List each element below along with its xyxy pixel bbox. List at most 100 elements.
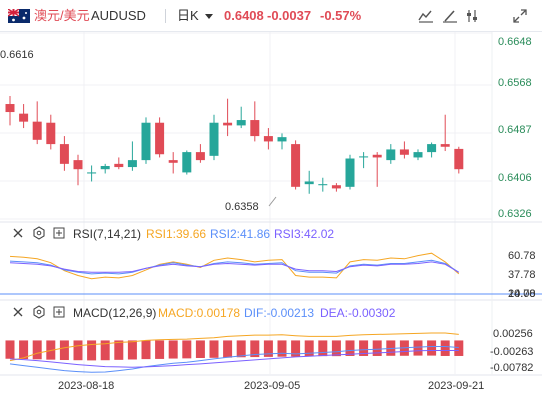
macd-bar	[19, 340, 29, 360]
rsi3-value: RSI3:42.02	[274, 227, 334, 241]
macd-bar	[195, 340, 205, 358]
candle-body	[236, 120, 246, 126]
candle-body	[277, 137, 287, 142]
macd-tick-2: -0.00782	[490, 362, 533, 374]
chart-grid	[0, 32, 542, 376]
macd-tick-1: -0.00263	[490, 346, 533, 358]
macd-bar	[59, 340, 69, 361]
macd-bar	[291, 340, 301, 357]
candle-body	[304, 181, 314, 185]
candle-body	[386, 149, 396, 161]
rsi1-line	[9, 252, 460, 280]
macd-bar	[236, 340, 246, 358]
close-icon[interactable]	[13, 228, 23, 238]
candle-body	[5, 104, 15, 113]
date-tick-1: 2023-09-05	[244, 380, 300, 392]
rsi1-value: RSI1:39.66	[146, 227, 206, 241]
candle-body	[127, 160, 137, 168]
candle-body	[263, 136, 273, 142]
macd-bar	[209, 340, 219, 358]
candle-body	[209, 122, 219, 156]
rsi-title: RSI(7,14,21)	[73, 227, 141, 241]
candle-body	[32, 121, 42, 140]
macd-bar	[127, 340, 137, 360]
date-axis: 2023-08-18 2023-09-05 2023-09-21	[58, 380, 484, 392]
draw-button[interactable]	[441, 8, 459, 24]
candle-body	[59, 144, 69, 164]
rsi3-line	[9, 261, 460, 273]
candle-body	[372, 154, 382, 158]
candle-body	[182, 152, 192, 173]
low-marker-label: 0.6358	[225, 201, 259, 213]
macd-bar	[277, 340, 287, 357]
candle-body	[318, 184, 328, 186]
rsi-tick-2: 14.78	[508, 288, 536, 300]
settings-button[interactable]	[464, 8, 482, 24]
kline-chart[interactable]: 0.6616 0.6358 0.6648 0.6568 0.6487 0.640…	[0, 32, 542, 400]
macd-bar	[223, 340, 233, 358]
chevron-down-icon[interactable]	[205, 14, 213, 19]
macd-series	[5, 332, 464, 373]
rsi-tick-1: 37.78	[508, 269, 536, 281]
dif-line	[9, 346, 459, 373]
gear-icon[interactable]	[33, 226, 45, 240]
candle-body	[100, 165, 110, 170]
low-marker-line	[268, 196, 277, 207]
plus-box-icon[interactable]	[53, 306, 65, 318]
rsi-tick-0: 60.78	[508, 250, 536, 262]
candle-body	[195, 152, 205, 161]
price-tick-3: 0.6406	[498, 172, 532, 184]
macd-bar	[454, 340, 464, 356]
macd-header: MACD(12,26,9) MACD:0.00178 DIF:-0.00213 …	[13, 305, 396, 320]
candle-body	[399, 149, 409, 155]
candle-body	[73, 160, 83, 170]
settings-icon	[467, 10, 477, 22]
fullscreen-button[interactable]	[511, 8, 529, 24]
macd-bar	[87, 340, 97, 361]
macd-bar	[5, 340, 15, 359]
macd-bar	[263, 340, 273, 357]
candle-body	[331, 185, 341, 189]
chart-toolbar: 澳元/美元 AUDUSD 日K 0.6408 -0.0037 -0.57%	[0, 0, 542, 32]
plus-box-icon[interactable]	[53, 227, 65, 239]
candle-body	[114, 163, 124, 168]
symbol-name-cn[interactable]: 澳元/美元	[34, 8, 90, 23]
indicator-button[interactable]	[417, 8, 435, 24]
macd-bar	[318, 340, 328, 357]
rsi-lines	[9, 252, 460, 280]
price-tick-0: 0.6648	[498, 36, 532, 48]
candle-body	[155, 122, 165, 155]
dea-line	[9, 350, 459, 368]
macd-axis: 0.00256 -0.00263 -0.00782	[490, 328, 533, 374]
macd-bar	[73, 340, 83, 361]
close-icon[interactable]	[13, 307, 23, 317]
symbol-code[interactable]: AUDUSD	[91, 8, 146, 23]
candlestick-series	[5, 96, 464, 194]
candle-body	[454, 148, 464, 170]
candle-body	[440, 144, 450, 147]
candle-body	[291, 144, 301, 187]
macd-value: MACD:0.00178	[158, 306, 240, 320]
candle-body	[345, 158, 355, 187]
macd-bar	[413, 340, 423, 356]
price-tick-2: 0.6487	[498, 124, 532, 136]
rsi2-line	[9, 259, 460, 275]
macd-bar	[440, 340, 450, 356]
chart-area[interactable]: 0.6616 0.6358 0.6648 0.6568 0.6487 0.640…	[0, 32, 542, 400]
gear-icon[interactable]	[33, 305, 45, 319]
price-change: -0.0037	[267, 8, 312, 23]
macd-bar	[141, 340, 151, 360]
candle-body	[141, 122, 151, 161]
macd-bar	[155, 340, 165, 359]
candle-body	[250, 120, 260, 137]
price-tick-1: 0.6568	[498, 77, 532, 89]
candle-body	[413, 152, 423, 158]
macd-bar	[359, 340, 369, 356]
timeframe-selector[interactable]: 日K	[177, 8, 199, 23]
price-tick-4: 0.6326	[498, 208, 532, 220]
macd-bar	[372, 340, 382, 356]
high-marker-label: 0.6616	[0, 49, 34, 61]
macd-bar	[345, 340, 355, 356]
dif-value: DIF:-0.00213	[244, 306, 314, 320]
macd-bar	[304, 340, 314, 357]
